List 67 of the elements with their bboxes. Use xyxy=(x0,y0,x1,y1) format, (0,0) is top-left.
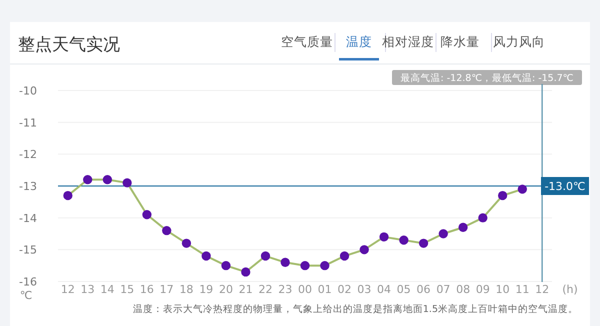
x-tick-label: 19 xyxy=(199,283,214,296)
x-tick-label: 22 xyxy=(258,283,272,296)
text: 温度 xyxy=(346,34,372,49)
point xyxy=(182,238,192,248)
point xyxy=(122,178,132,188)
text: 最高气温: -12.8℃，最低气温: -15.7℃ xyxy=(400,72,574,84)
point xyxy=(340,251,350,261)
point xyxy=(418,238,428,248)
point xyxy=(83,175,92,184)
x-tick-label: 20 xyxy=(218,283,233,296)
point xyxy=(202,251,211,261)
point xyxy=(320,260,330,270)
y-tick-label: -12 xyxy=(19,148,37,162)
point xyxy=(241,267,250,277)
x-tick-label: 10 xyxy=(496,283,510,296)
x-tick-label: 23 xyxy=(278,283,292,296)
x-tick-label: 05 xyxy=(396,283,411,296)
point xyxy=(458,222,468,232)
point xyxy=(360,245,369,254)
point xyxy=(399,236,408,245)
text: 相对湿度 xyxy=(382,34,434,49)
point xyxy=(498,190,508,200)
point xyxy=(300,260,310,270)
text: 温度：表示大气冷热程度的物理量，气象上给出的温度是指离地面1.5米高度上百叶箱中的空气温度。 xyxy=(132,303,578,315)
point xyxy=(280,258,290,267)
x-tick-label: 11 xyxy=(515,283,530,296)
y-tick-label: -16 xyxy=(19,276,37,288)
x-tick-label: 09 xyxy=(476,283,490,296)
point xyxy=(63,190,72,200)
chart-title: 整点天气实况 xyxy=(18,35,120,55)
point xyxy=(102,175,112,184)
y-tick-label: -10 xyxy=(19,84,37,98)
point xyxy=(162,226,172,236)
point xyxy=(518,184,527,194)
ref-line-label: -13.0℃ xyxy=(544,180,586,193)
x-axis-title: (h) xyxy=(562,283,578,296)
text: 风力风向 xyxy=(493,34,545,49)
x-tick-label: 06 xyxy=(416,283,431,296)
x-tick-label: 18 xyxy=(179,283,194,296)
x-tick-label: 15 xyxy=(120,283,134,296)
x-tick-label: 00 xyxy=(298,283,312,296)
x-tick-label: 02 xyxy=(338,283,352,296)
x-tick-label: 03 xyxy=(357,283,372,296)
text: 空气质量 xyxy=(281,34,333,49)
point xyxy=(438,229,448,238)
x-tick-label: 12 xyxy=(535,283,550,296)
y-tick-label: -14 xyxy=(19,212,37,225)
y-axis-title: ℃ xyxy=(20,289,32,302)
point xyxy=(260,251,270,261)
x-tick-label: 13 xyxy=(80,283,95,296)
point xyxy=(142,210,152,220)
y-tick-label: -11 xyxy=(19,116,37,130)
x-tick-label: 12 xyxy=(60,283,75,296)
y-tick-label: -13 xyxy=(19,180,37,193)
x-tick-label: 21 xyxy=(238,283,253,296)
point xyxy=(478,213,488,222)
x-tick-label: 01 xyxy=(318,283,332,296)
x-tick-label: 07 xyxy=(436,283,450,296)
point xyxy=(379,232,389,242)
x-tick-label: 04 xyxy=(377,283,392,296)
x-tick-label: 08 xyxy=(456,283,470,296)
x-tick-label: 16 xyxy=(140,283,154,296)
x-tick-label: 17 xyxy=(160,283,174,296)
text: 降水量 xyxy=(440,34,480,49)
y-tick-label: -15 xyxy=(19,244,37,257)
x-tick-label: 14 xyxy=(100,283,114,296)
point xyxy=(221,260,231,270)
